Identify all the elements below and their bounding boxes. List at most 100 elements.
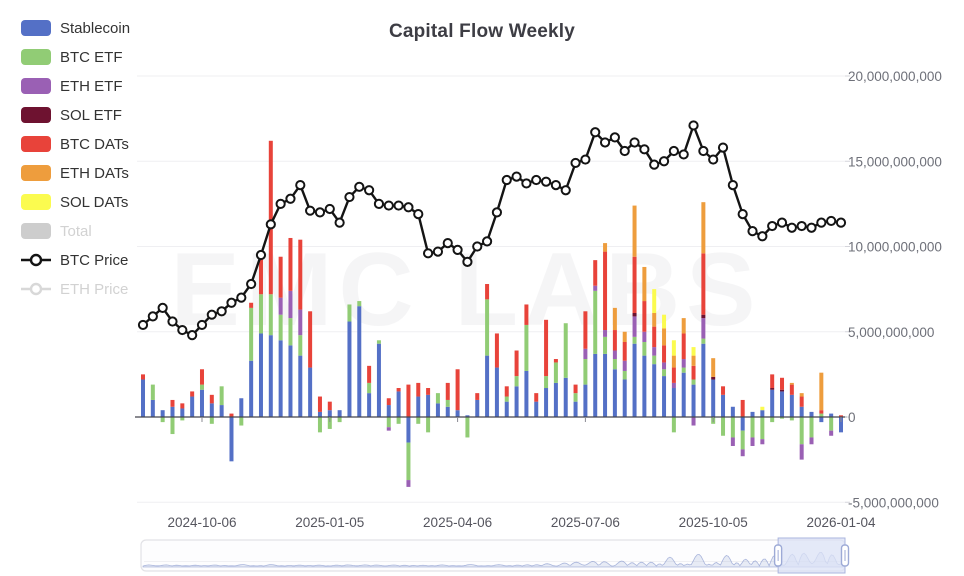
btc-price-point xyxy=(599,137,611,148)
bar-segment xyxy=(622,341,627,361)
legend-label-sol-dats: SOL DATs xyxy=(60,193,129,211)
bar-segment xyxy=(701,253,706,315)
bar-segment xyxy=(278,256,283,298)
bar-segment xyxy=(288,290,293,319)
bar-segment xyxy=(671,388,676,417)
legend-item-stablecoin[interactable]: Stablecoin xyxy=(21,17,130,39)
x-axis-label: 2025-01-05 xyxy=(295,515,364,530)
legend-item-sol-dats[interactable]: SOL DATs xyxy=(21,191,130,213)
bar-segment xyxy=(170,406,175,417)
y-axis-label: 15,000,000,000 xyxy=(848,154,942,169)
bar-segment xyxy=(504,401,509,417)
navigator-window[interactable] xyxy=(777,537,846,574)
btc-price-point xyxy=(442,237,453,249)
btc-price-point xyxy=(796,220,807,232)
btc-price-point xyxy=(708,154,719,165)
bar-segment xyxy=(150,399,155,417)
bar-segment xyxy=(711,379,716,417)
bar-segment xyxy=(524,304,529,325)
bar-segment xyxy=(308,311,313,368)
btc-price-point xyxy=(187,330,198,341)
bar-segment xyxy=(612,359,617,370)
btc-price-point xyxy=(590,127,601,138)
btc-price-point xyxy=(452,244,463,256)
bar-week-2025-10-05 xyxy=(711,358,716,424)
bar-segment xyxy=(632,343,637,417)
btc-price-point xyxy=(491,207,503,218)
bar-segment xyxy=(642,266,647,302)
bar-segment xyxy=(416,417,421,424)
y-axis-label: -5,000,000,000 xyxy=(848,495,939,510)
btc-price-point xyxy=(236,292,247,303)
legend-item-btc-dats[interactable]: BTC DATs xyxy=(21,133,130,155)
bar-segment xyxy=(485,355,490,417)
bar-week-2025-08-03 xyxy=(622,331,627,417)
legend-label-eth-price: ETH Price xyxy=(60,280,129,298)
sol-etf-swatch-icon xyxy=(21,107,51,123)
legend-label-eth-dats: ETH DATs xyxy=(60,164,129,182)
bar-segment xyxy=(799,406,804,417)
legend-item-eth-dats[interactable]: ETH DATs xyxy=(21,162,130,184)
bar-segment xyxy=(524,324,529,371)
btc-price-point xyxy=(216,306,227,317)
legend-item-sol-etf[interactable]: SOL ETF xyxy=(21,104,130,126)
bar-segment xyxy=(740,449,745,457)
bar-segment xyxy=(288,345,293,417)
bar-segment xyxy=(632,336,637,344)
bar-segment xyxy=(219,405,224,417)
bar-segment xyxy=(622,379,627,417)
btc-price-point xyxy=(364,185,375,196)
bar-segment xyxy=(209,417,214,424)
bar-segment xyxy=(612,350,617,360)
btc-price-point xyxy=(550,180,562,191)
bar-segment xyxy=(514,376,519,387)
bar-week-2025-06-15 xyxy=(553,359,558,417)
bar-week-2024-09-01 xyxy=(150,384,155,417)
bar-week-2025-02-02 xyxy=(367,365,372,417)
bar-segment xyxy=(740,430,745,450)
bar-segment xyxy=(681,333,686,360)
bar-segment xyxy=(298,309,303,336)
legend-item-eth-price[interactable]: ETH Price xyxy=(21,278,130,300)
bar-segment xyxy=(347,304,352,322)
bar-week-2025-02-23 xyxy=(396,388,401,424)
bar-segment xyxy=(426,388,431,395)
bar-segment xyxy=(445,406,450,417)
btc-price-point xyxy=(649,159,660,170)
bar-segment xyxy=(730,406,735,417)
bar-segment xyxy=(829,417,834,431)
bar-segment xyxy=(819,372,824,411)
legend-item-btc-price[interactable]: BTC Price xyxy=(21,249,130,271)
bar-segment xyxy=(671,417,676,433)
legend-item-btc-etf[interactable]: BTC ETF xyxy=(21,46,130,68)
bar-week-2024-09-15 xyxy=(170,399,175,435)
bar-segment xyxy=(327,417,332,429)
bar-segment xyxy=(416,396,421,417)
legend-item-eth-etf[interactable]: ETH ETF xyxy=(21,75,130,97)
bar-segment xyxy=(603,336,608,354)
btc-price-point xyxy=(816,217,827,228)
legend-item-total[interactable]: Total xyxy=(21,220,130,242)
bar-segment xyxy=(455,410,460,417)
bar-segment xyxy=(691,347,696,356)
bar-segment xyxy=(317,411,322,417)
bar-segment xyxy=(298,239,303,310)
bar-segment xyxy=(170,399,175,407)
bar-week-2025-03-09 xyxy=(416,382,421,424)
stablecoin-swatch-icon xyxy=(21,20,51,36)
bar-week-2025-05-11 xyxy=(504,386,509,417)
bar-segment xyxy=(583,359,588,385)
bar-segment xyxy=(435,403,440,417)
bar-segment xyxy=(603,353,608,417)
bar-segment xyxy=(199,369,204,385)
btc-price-point xyxy=(786,222,797,233)
bar-segment xyxy=(839,415,843,417)
bar-segment xyxy=(317,396,322,412)
bar-segment xyxy=(406,480,411,487)
bar-segment xyxy=(681,372,686,417)
bar-segment xyxy=(386,405,391,417)
bar-segment xyxy=(603,243,608,252)
bar-week-2024-09-08 xyxy=(160,410,165,423)
btc-price-point xyxy=(354,181,365,192)
bar-segment xyxy=(258,294,263,334)
